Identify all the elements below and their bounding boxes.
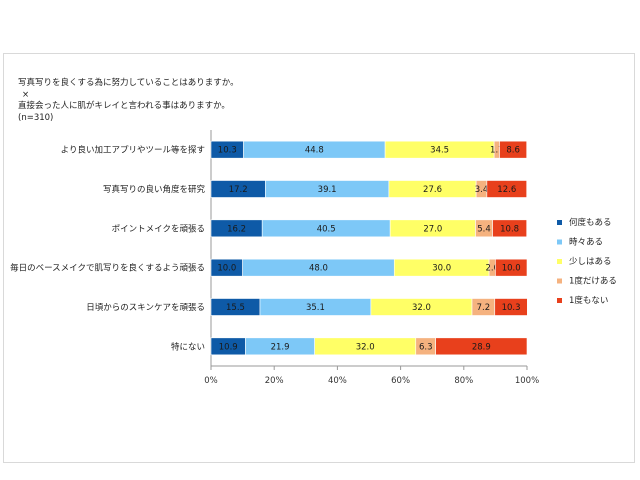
data-label: 10.3 [218,146,237,156]
bar-segment [492,219,527,238]
data-label: 44.8 [305,146,324,156]
data-label: 27.0 [423,224,442,234]
data-label: 10.0 [217,264,236,274]
data-label: 27.6 [423,185,442,195]
chart-frame [3,53,635,463]
data-label: 7.2 [477,303,491,313]
category-label: 日頃からのスキンケアを頑張る [86,303,205,313]
legend-label: 1度だけある [569,276,617,287]
legend-label: 時々ある [569,238,603,248]
legend-swatch [557,239,562,245]
legend-swatch [557,259,562,264]
data-label: 6.3 [419,342,433,352]
chart-title: 写真写りを良くする為に努力していることはありますか。 × 直接会った人に肌がキレ… [18,78,239,124]
category-label: より良い加工アプリやツール等を探す [61,145,205,156]
data-label: 21.9 [271,342,290,352]
data-label: 5.4 [477,224,491,234]
category-label: ポイントメイクを頑張る [112,224,205,234]
bar-segment [494,298,528,316]
data-label: 32.0 [356,342,375,352]
x-tick-label: 0% [204,376,218,386]
data-label: 34.5 [430,146,449,156]
data-label: 2.0 [485,264,499,274]
data-label: 15.5 [226,303,245,313]
legend-label: 1度もない [569,295,608,306]
data-label: 3.4 [475,185,489,195]
bar-segment [435,337,528,356]
data-label: 40.5 [317,224,336,234]
data-label: 35.1 [306,303,325,313]
data-label: 39.1 [318,185,337,195]
data-label: 12.6 [497,185,516,195]
data-label: 48.0 [309,264,328,274]
bar-segment [486,180,527,198]
legend-swatch [557,278,562,284]
data-label: 8.6 [506,146,520,156]
data-label: 30.0 [432,264,451,274]
data-label: 10.0 [502,264,521,274]
data-label: 17.2 [229,185,248,195]
data-label: 10.8 [500,224,519,234]
title-line-2: × [22,89,30,100]
category-label: 特にない [171,341,205,352]
title-line-3: 直接会った人に肌がキレイと言われる事はありますか。 [18,101,230,111]
x-tick-label: 40% [328,376,347,386]
data-label: 10.9 [219,342,238,352]
bar-segment [495,258,528,277]
x-tick-label: 100% [515,376,539,386]
category-label: 写真写りの良い角度を研究 [103,184,206,195]
legend-swatch [557,298,562,303]
title-line-1: 写真写りを良くする為に努力していることはありますか。 [18,78,239,88]
legend-label: 少しはある [569,257,612,267]
data-label: 28.9 [472,342,491,352]
x-tick-label: 80% [454,376,473,386]
data-label: 32.0 [412,303,431,313]
data-label: 10.3 [502,303,521,313]
data-label: 16.2 [227,224,246,234]
bar-segment [499,140,527,159]
category-label: 毎日のベースメイクで肌写りを良くするよう頑張る [10,263,205,274]
legend-swatch [557,220,562,225]
title-line-4: (n=310) [18,112,54,123]
x-tick-label: 60% [391,376,410,386]
legend-label: 何度もある [569,217,612,228]
data-label: 1.7 [490,146,504,156]
x-tick-label: 20% [265,376,284,386]
